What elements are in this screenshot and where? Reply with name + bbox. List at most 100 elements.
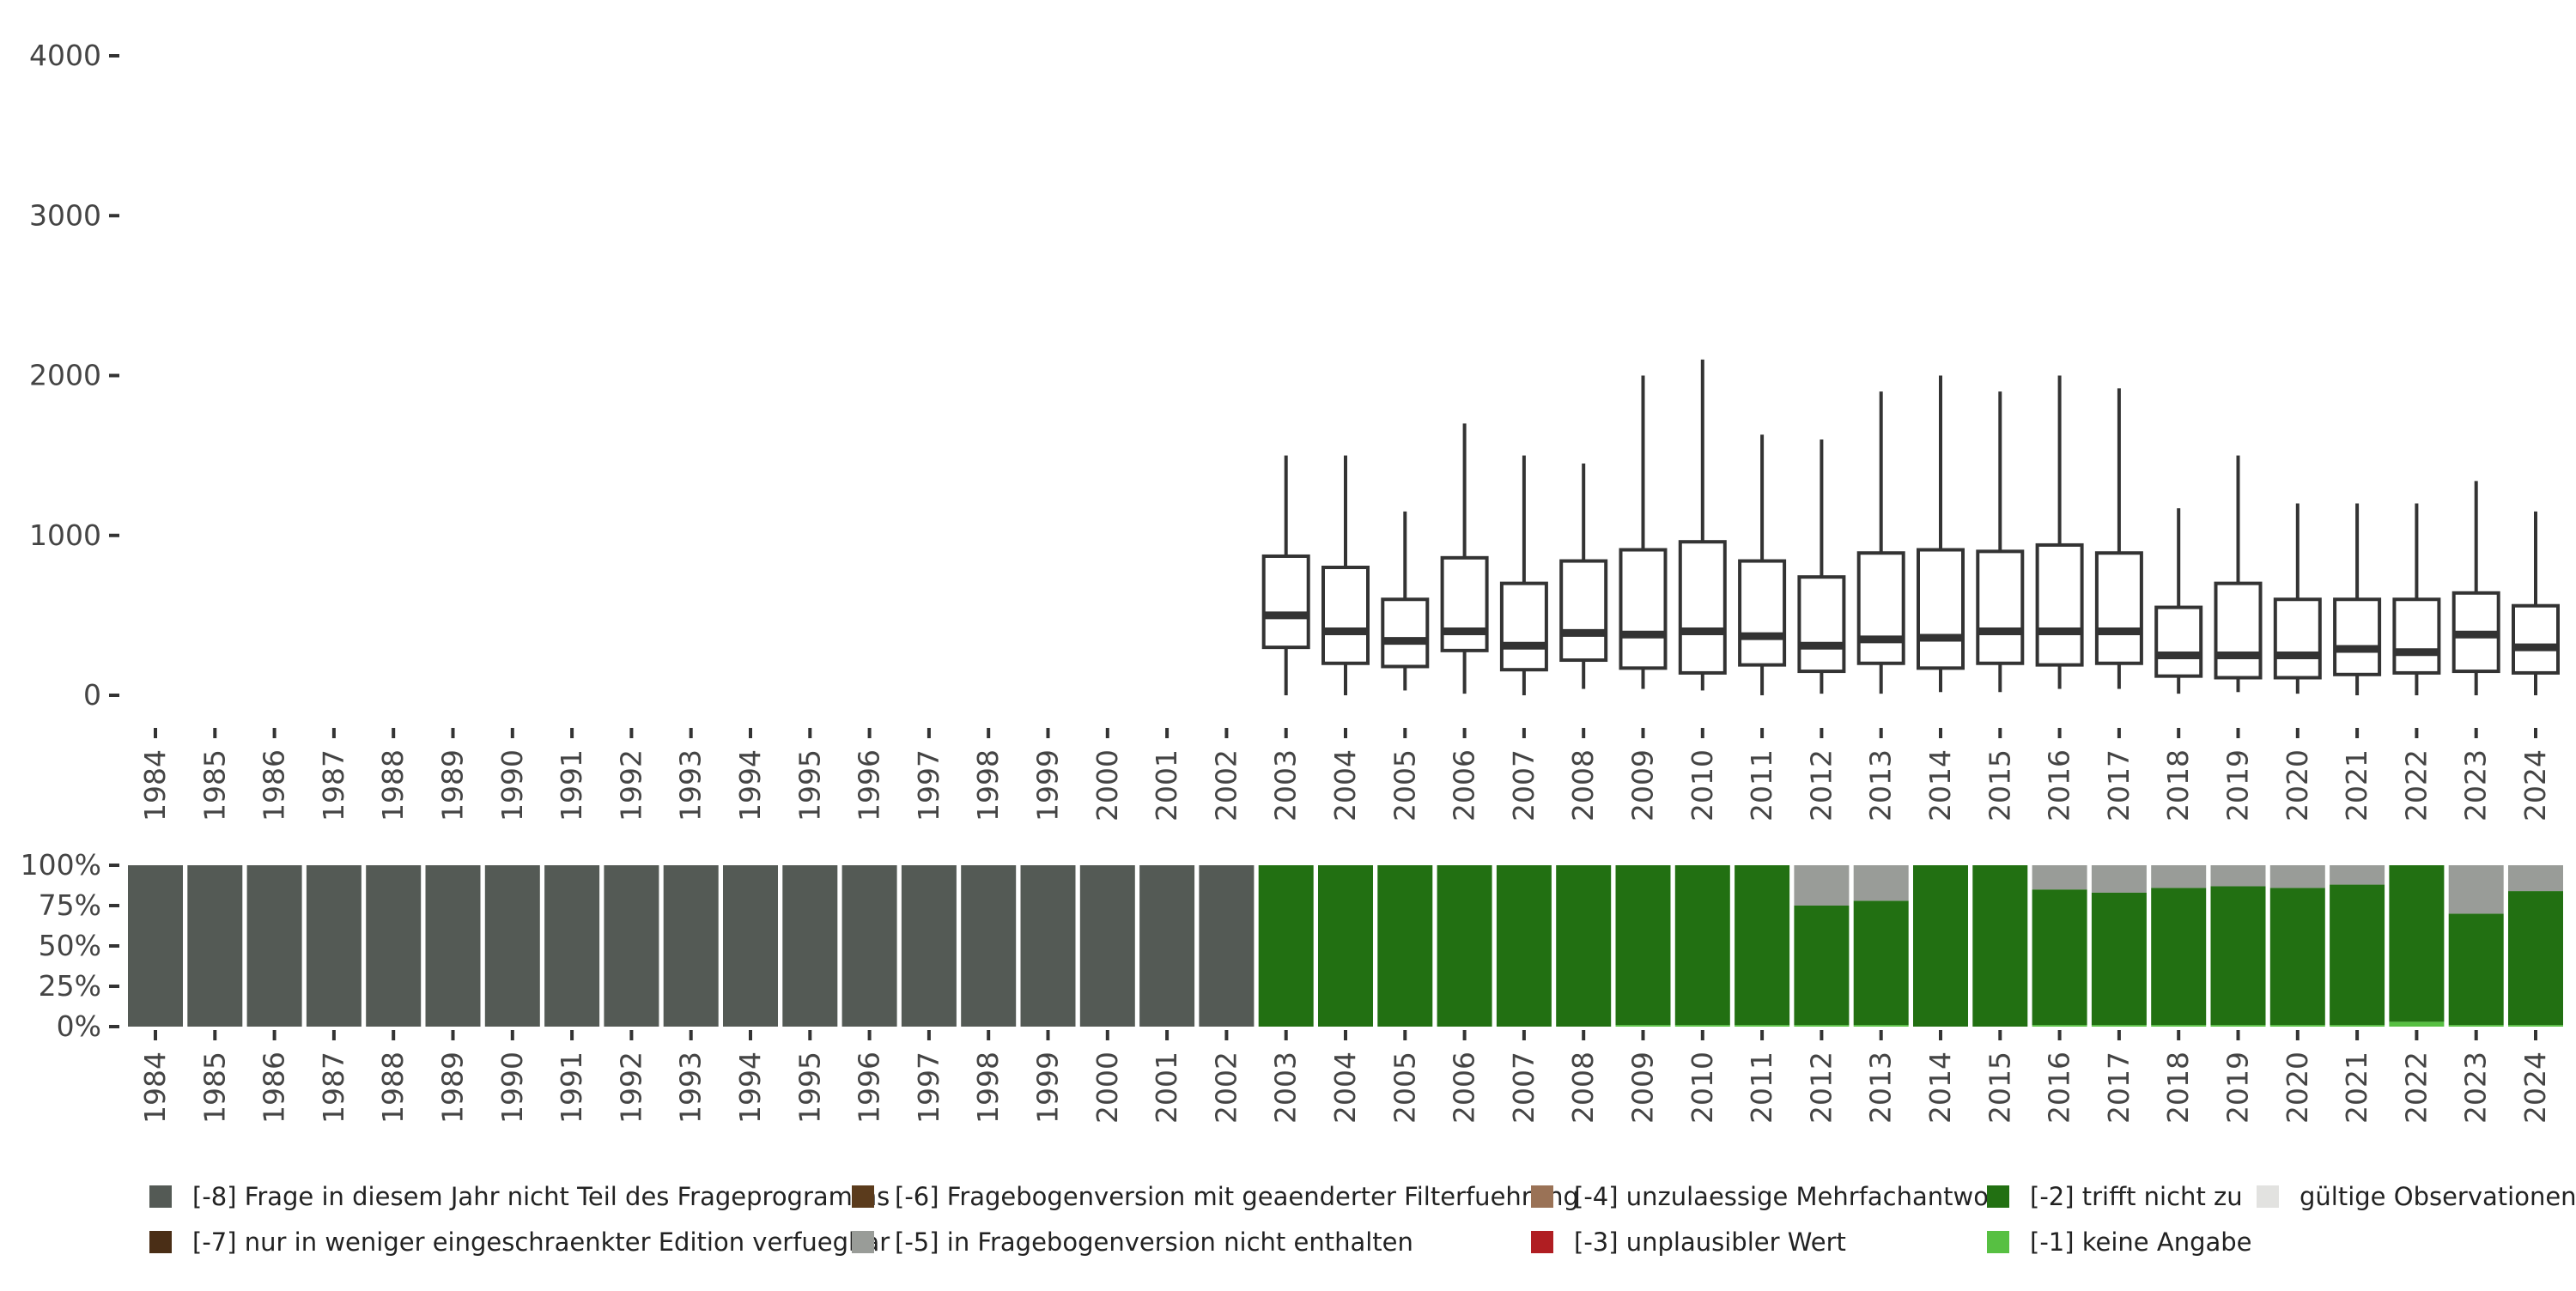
top-x-tick-label: 1984 (138, 749, 172, 821)
bar-segment (1674, 1025, 1730, 1027)
box-2006 (1440, 423, 1489, 694)
top-x-tick-label: 1995 (793, 749, 826, 821)
box-iqr (1678, 540, 1727, 675)
top-x-tick-label: 2007 (1507, 749, 1540, 821)
bar-segment (2330, 865, 2385, 885)
stacked-bar-series (128, 865, 2563, 1027)
bar-segment (2330, 1025, 2385, 1027)
bar-2024 (2508, 865, 2563, 1027)
bar-1990 (484, 865, 540, 1027)
bottom-x-tick-label: 2006 (1448, 1052, 1481, 1124)
bar-1999 (1020, 865, 1076, 1027)
bar-segment (663, 865, 719, 1027)
top-y-tick-label: 3000 (29, 198, 101, 232)
box-2009 (1619, 375, 1668, 689)
top-y-tick-label: 1000 (29, 518, 101, 552)
legend-swatch (1531, 1185, 1553, 1208)
bar-segment (425, 865, 481, 1027)
box-iqr (1381, 597, 1430, 669)
top-x-tick-label: 1997 (912, 749, 945, 821)
bar-segment (2210, 886, 2266, 1026)
bar-segment (1258, 865, 1314, 1027)
bottom-x-tick-label: 2020 (2281, 1052, 2314, 1124)
bar-segment (2091, 892, 2147, 1026)
top-x-axis: 1984 1985 1986 1987 1988 1989 1990 1991 1992 1993… (138, 728, 2552, 821)
bar-segment (2448, 913, 2504, 1026)
box-iqr (1797, 575, 1846, 674)
box-2010 (1678, 359, 1727, 691)
box-iqr (2154, 605, 2203, 678)
bottom-x-tick-label: 2017 (2102, 1052, 2136, 1124)
bar-segment (2269, 888, 2325, 1026)
bottom-x-tick-label: 2022 (2399, 1052, 2433, 1124)
bar-segment (2269, 1025, 2325, 1027)
bottom-x-tick-label: 2003 (1269, 1052, 1303, 1124)
bar-2020 (2269, 865, 2325, 1027)
top-x-tick-label: 2015 (1983, 749, 2016, 821)
bottom-x-tick-label: 2005 (1388, 1052, 1421, 1124)
box-iqr (2392, 597, 2441, 675)
bottom-x-tick-label: 2004 (1328, 1052, 1362, 1124)
bar-2022 (2389, 865, 2445, 1027)
bar-2023 (2448, 865, 2504, 1027)
bar-2002 (1199, 865, 1255, 1027)
bottom-x-tick-label: 1984 (138, 1052, 172, 1124)
top-y-tick-label: 4000 (29, 39, 101, 72)
box-2013 (1856, 391, 1905, 694)
bottom-x-tick-label: 2013 (1864, 1052, 1898, 1124)
bar-segment (1615, 865, 1671, 1026)
bar-segment (1020, 865, 1076, 1027)
bar-1995 (782, 865, 838, 1027)
top-x-tick-label: 1998 (971, 749, 1005, 821)
bottom-x-tick-label: 2000 (1091, 1052, 1124, 1124)
top-x-tick-label: 2006 (1448, 749, 1481, 821)
legend-swatch (1987, 1231, 2009, 1253)
bar-segment (1556, 865, 1612, 1027)
bar-segment (484, 865, 540, 1027)
bar-segment (2151, 1025, 2207, 1027)
bar-segment (1735, 865, 1790, 1026)
bottom-x-tick-label: 1997 (912, 1052, 945, 1124)
box-2014 (1917, 375, 1965, 693)
top-x-tick-label: 1999 (1031, 749, 1065, 821)
bottom-x-tick-label: 2014 (1923, 1052, 1957, 1124)
bottom-x-tick-label: 2011 (1745, 1052, 1778, 1124)
top-x-tick-label: 2017 (2102, 749, 2136, 821)
bottom-x-tick-label: 1990 (495, 1052, 529, 1124)
box-iqr (1917, 548, 1965, 670)
bar-2021 (2330, 865, 2385, 1027)
bottom-x-tick-label: 2012 (1804, 1052, 1838, 1124)
bottom-x-tick-label: 1985 (197, 1052, 231, 1124)
legend-item: [-8] Frage in diesem Jahr nicht Teil des… (149, 1182, 890, 1211)
bar-2014 (1913, 865, 1968, 1027)
bar-segment (187, 865, 243, 1027)
bottom-y-tick-label: 25% (39, 969, 101, 1003)
bottom-x-tick-label: 2015 (1983, 1052, 2016, 1124)
legend-item: [-2] trifft nicht zu (1987, 1182, 2243, 1211)
box-iqr (1976, 549, 2025, 665)
bottom-y-tick-label: 100% (21, 848, 101, 882)
legend-swatch (149, 1231, 172, 1253)
bar-2003 (1258, 865, 1314, 1027)
top-x-tick-label: 2020 (2281, 749, 2314, 821)
box-2011 (1738, 434, 1787, 695)
top-x-tick-label: 2016 (2043, 749, 2076, 821)
top-x-tick-label: 2019 (2221, 749, 2255, 821)
bar-2016 (2032, 865, 2087, 1027)
bottom-x-tick-label: 1986 (258, 1052, 291, 1124)
top-x-tick-label: 1989 (436, 749, 470, 821)
box-2017 (2094, 388, 2143, 689)
top-x-tick-label: 2010 (1686, 749, 1719, 821)
bottom-x-tick-label: 2001 (1150, 1052, 1183, 1124)
bar-segment (2389, 1021, 2445, 1027)
bottom-x-tick-label: 2023 (2459, 1052, 2493, 1124)
legend-swatch (852, 1231, 874, 1253)
bar-1984 (128, 865, 183, 1027)
box-2022 (2392, 503, 2441, 695)
bar-segment (961, 865, 1017, 1027)
box-2003 (1261, 455, 1310, 695)
top-x-tick-label: 2003 (1269, 749, 1303, 821)
legend-label: [-5] in Fragebogenversion nicht enthalte… (895, 1227, 1413, 1257)
bar-segment (1794, 906, 1850, 1026)
bottom-x-tick-label: 2009 (1626, 1052, 1660, 1124)
